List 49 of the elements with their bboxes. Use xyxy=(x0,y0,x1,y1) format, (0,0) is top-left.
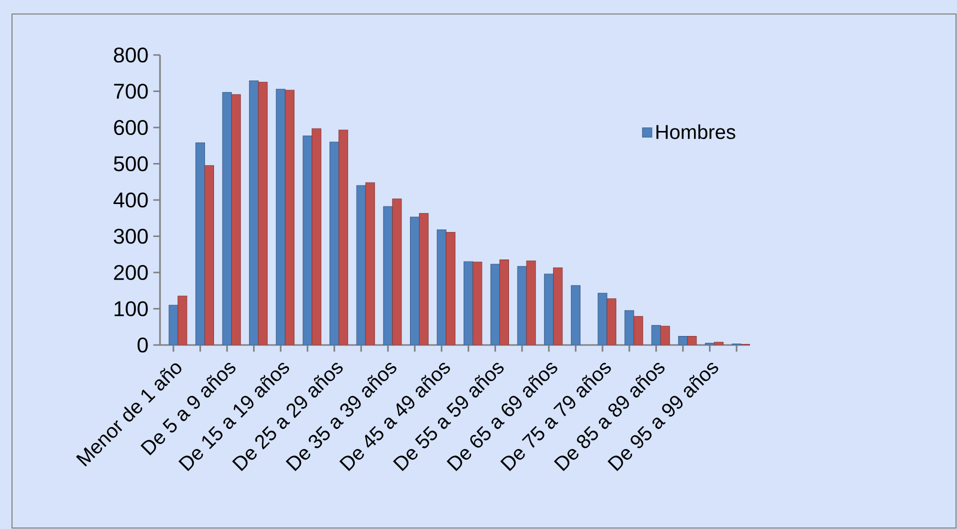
bar xyxy=(365,182,375,345)
bar xyxy=(651,325,661,345)
y-tick-label: 500 xyxy=(114,156,148,172)
y-tick-label: 200 xyxy=(114,264,148,280)
bar xyxy=(249,80,259,345)
bar xyxy=(222,92,232,345)
y-tick-label: 600 xyxy=(114,120,148,136)
bar xyxy=(284,90,294,345)
legend-label: Hombres xyxy=(656,124,736,140)
bar xyxy=(330,142,340,345)
y-tick-label: 400 xyxy=(114,192,148,208)
bar xyxy=(678,336,688,345)
bar xyxy=(436,229,446,345)
bar xyxy=(570,285,580,345)
bar xyxy=(446,232,456,345)
bar xyxy=(312,128,322,345)
bar xyxy=(714,342,724,345)
bar xyxy=(383,206,393,345)
bar xyxy=(490,264,500,345)
bar xyxy=(204,165,214,345)
bar xyxy=(687,336,697,345)
bar xyxy=(195,142,205,345)
y-tick-label: 700 xyxy=(114,84,148,99)
bar xyxy=(499,260,509,345)
y-tick-label: 800 xyxy=(114,47,148,63)
bar xyxy=(392,198,402,345)
y-tick-label: 300 xyxy=(114,228,148,244)
bar xyxy=(338,130,348,345)
bar xyxy=(526,260,536,345)
y-tick-label: 100 xyxy=(114,301,148,316)
bar xyxy=(517,266,527,345)
bar xyxy=(419,213,429,345)
bar xyxy=(624,310,634,345)
bar xyxy=(472,262,482,345)
bar xyxy=(464,261,474,345)
bar xyxy=(634,316,644,345)
bar xyxy=(553,268,563,345)
bar xyxy=(598,292,608,345)
bar xyxy=(660,326,670,345)
bar xyxy=(356,185,366,345)
y-tick-label: 0 xyxy=(138,337,148,353)
bar xyxy=(410,216,420,345)
bar xyxy=(231,94,241,345)
bar xyxy=(276,88,286,345)
bar xyxy=(606,298,616,345)
bar xyxy=(544,274,554,345)
bar xyxy=(178,296,188,345)
bar xyxy=(258,82,268,345)
bar xyxy=(302,136,312,345)
